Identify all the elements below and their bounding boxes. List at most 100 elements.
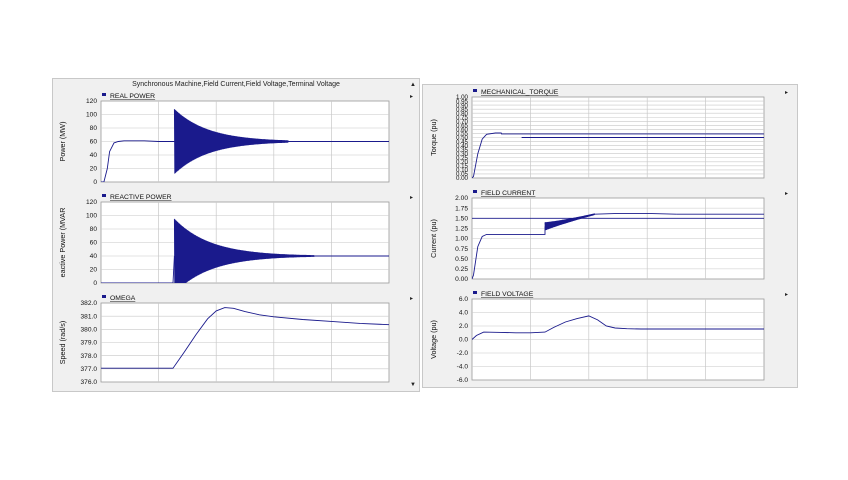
y-tick-label: 60 xyxy=(90,139,98,146)
y-tick-label: 40 xyxy=(90,152,98,159)
y-tick-label: 0.00 xyxy=(456,175,469,182)
y-tick-label: -6.0 xyxy=(457,377,469,384)
expand-arrow-icon[interactable]: ▸ xyxy=(410,195,413,201)
y-tick-label: 2.0 xyxy=(459,323,468,330)
y-tick-label: 0.00 xyxy=(455,276,468,283)
legend-swatch xyxy=(102,93,106,96)
legend-label: OMEGA xyxy=(110,295,136,302)
panel-title: Synchronous Machine,Field Current,Field … xyxy=(132,81,340,88)
chart-header xyxy=(424,187,792,197)
y-tick-label: 0.0 xyxy=(459,337,468,344)
legend-swatch xyxy=(102,194,106,197)
legend-swatch xyxy=(473,291,477,294)
chart-real-power: REAL POWER ▸ 0 20 40 60 80 100 120 Power (MW) xyxy=(53,90,417,190)
chart-svg-omega: OMEGA ▸ 376.0 377.0 378.0 379.0 380.0 381.0 382.… xyxy=(53,292,417,386)
y-tick-label: 0.95 xyxy=(456,98,469,105)
y-tick-label: 0.80 xyxy=(456,110,469,117)
chart-field-current: FIELD CURRENT ▸ 0.00 0.25 0.50 0.75 1.00 1.25 1.… xyxy=(424,187,792,287)
expand-arrow-icon[interactable]: ▸ xyxy=(785,292,788,298)
y-tick-label: 4.0 xyxy=(459,310,468,317)
y-tick-label: 0.20 xyxy=(456,159,469,166)
legend-label: REACTIVE POWER xyxy=(110,194,172,201)
y-tick-label: 0.25 xyxy=(455,266,468,273)
chart-omega: OMEGA ▸ 376.0 377.0 378.0 379.0 380.0 381.0 382.… xyxy=(53,292,417,390)
y-tick-label: 6.0 xyxy=(459,296,468,303)
series-line-0-1 xyxy=(173,218,315,283)
chart-svg-reactive-power: REACTIVE POWER ▸ 0 20 40 60 80 100 120 eactive Po… xyxy=(53,191,417,287)
chart-svg-field-voltage: FIELD VOLTAGE ▸ -6.0 -4.0 -2.0 0.0 2.0 4.0 6.0 Vo… xyxy=(424,288,792,384)
legend-label: FIELD VOLTAGE xyxy=(481,291,534,298)
y-tick-label: 0.05 xyxy=(456,171,469,178)
series-line-0-0 xyxy=(472,132,764,178)
legend-label: REAL POWER xyxy=(110,93,155,100)
y-tick-label: 80 xyxy=(90,226,98,233)
series-line-0-1 xyxy=(544,213,596,231)
y-tick-label: -2.0 xyxy=(457,350,469,357)
y-axis-label: eactive Power (MVAR xyxy=(58,208,67,278)
y-tick-label: 381.0 xyxy=(80,313,97,320)
chart-svg-real-power: REAL POWER ▸ 0 20 40 60 80 100 120 Power (MW) xyxy=(53,90,417,186)
y-tick-label: 1.25 xyxy=(455,226,468,233)
legend-swatch xyxy=(473,190,477,193)
y-tick-label: 1.00 xyxy=(456,94,469,101)
y-tick-label: 0.85 xyxy=(456,106,469,113)
y-tick-label: 377.0 xyxy=(80,366,97,373)
y-tick-label: 0.50 xyxy=(455,256,468,263)
legend-label: FIELD CURRENT xyxy=(481,190,535,197)
y-tick-label: 0.60 xyxy=(456,127,469,134)
y-tick-label: 382.0 xyxy=(80,300,97,307)
y-tick-label: 0.55 xyxy=(456,131,469,138)
series-line-0-0 xyxy=(472,315,764,340)
expand-arrow-icon[interactable]: ▸ xyxy=(410,296,413,302)
y-tick-label: 0.10 xyxy=(456,167,469,174)
y-tick-label: 40 xyxy=(90,253,98,260)
y-axis-label: Speed (rad/s) xyxy=(58,321,67,365)
y-tick-label: 100 xyxy=(86,213,97,220)
chart-header xyxy=(53,292,417,302)
series-line-0-1 xyxy=(173,109,289,174)
y-tick-label: 120 xyxy=(86,199,97,206)
y-tick-label: 20 xyxy=(90,267,98,274)
y-tick-label: 0.15 xyxy=(456,163,469,170)
y-tick-label: 0.75 xyxy=(456,114,469,121)
legend-label: MECHANICAL_TORQUE xyxy=(481,89,559,96)
y-tick-label: 380.0 xyxy=(80,327,97,334)
expand-arrow-icon[interactable]: ▸ xyxy=(785,90,788,96)
y-tick-label: 378.0 xyxy=(80,353,97,360)
scroll-arrow-icon[interactable]: ▲ xyxy=(410,82,416,88)
y-tick-label: 0.45 xyxy=(456,139,469,146)
y-tick-label: -4.0 xyxy=(457,364,469,371)
y-axis-label: Torque (pu) xyxy=(429,119,438,156)
y-axis-label: Current (pu) xyxy=(429,219,438,258)
y-axis-label: Voltage (pu) xyxy=(429,320,438,359)
chart-header xyxy=(53,191,417,201)
expand-arrow-icon[interactable]: ▸ xyxy=(785,191,788,197)
y-tick-label: 1.00 xyxy=(455,236,468,243)
y-tick-label: 379.0 xyxy=(80,340,97,347)
y-tick-label: 0 xyxy=(93,280,97,287)
expand-arrow-icon[interactable]: ▸ xyxy=(410,94,413,100)
y-tick-label: 0.30 xyxy=(456,151,469,158)
legend-swatch xyxy=(473,89,477,92)
scroll-arrow-icon[interactable]: ▼ xyxy=(410,382,416,388)
series-line-0-2 xyxy=(594,212,677,215)
y-tick-label: 0.70 xyxy=(456,119,469,126)
series-line-0-0 xyxy=(101,140,175,182)
y-tick-label: 120 xyxy=(86,98,97,105)
y-tick-label: 376.0 xyxy=(80,379,97,386)
y-tick-label: 0.40 xyxy=(456,143,469,150)
y-tick-label: 0 xyxy=(93,179,97,186)
y-tick-label: 0.65 xyxy=(456,123,469,130)
chart-header xyxy=(53,90,417,100)
chart-header xyxy=(424,86,792,96)
chart-reactive-power: REACTIVE POWER ▸ 0 20 40 60 80 100 120 eactive Po… xyxy=(53,191,417,291)
y-tick-label: 20 xyxy=(90,166,98,173)
y-tick-label: 80 xyxy=(90,125,98,132)
y-tick-label: 1.50 xyxy=(455,215,468,222)
y-tick-label: 1.75 xyxy=(455,205,468,212)
series-line-0-0 xyxy=(101,307,389,369)
series-line-0-0 xyxy=(472,226,546,279)
chart-svg-mechanical-torque: MECHANICAL_TORQUE ▸0.000.050.100.150.200.… xyxy=(424,86,792,182)
y-tick-label: 0.25 xyxy=(456,155,469,162)
y-axis-label: Power (MW) xyxy=(58,122,67,162)
